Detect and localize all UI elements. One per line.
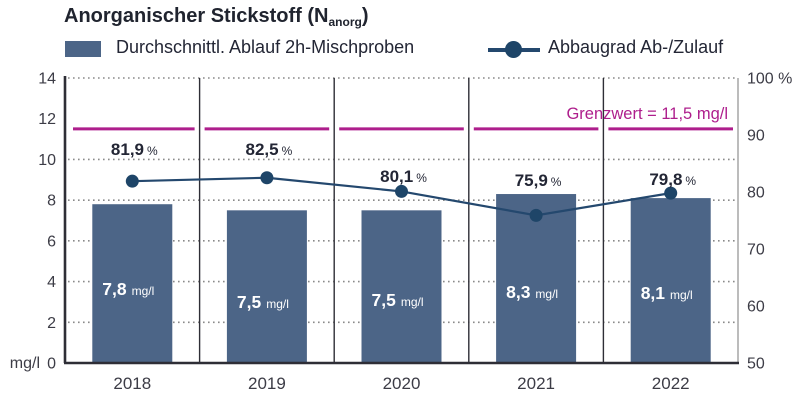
percent-label: 75,9% [515, 171, 562, 190]
limit-label: Grenzwert = 11,5 mg/l [566, 105, 728, 123]
bar-value-label: 7,5 mg/l [372, 290, 424, 310]
chart-title: Anorganischer Stickstoff (Nanorg) [64, 5, 369, 29]
title-main: Anorganischer Stickstoff (N [64, 5, 329, 27]
y-axis-left-tick: 14 [38, 71, 56, 88]
percent-label: 82,5% [246, 140, 293, 159]
y-axis-right-tick: 90 [747, 128, 765, 145]
y-axis-right-tick: 80 [747, 185, 765, 202]
bar-2022 [630, 198, 711, 363]
y-axis-right-tick: 50 [747, 356, 765, 373]
y-axis-right-tick: 70 [747, 242, 765, 259]
bar-2018 [92, 204, 173, 363]
y-axis-left-tick: 10 [38, 152, 56, 169]
bar-2020 [361, 210, 442, 363]
bar-legend-label: Durchschnittl. Ablauf 2h-Mischproben [116, 37, 415, 57]
line-legend-marker [488, 41, 540, 58]
line-legend-dot-icon [505, 41, 522, 58]
title-subscript: anorg [328, 15, 362, 29]
x-axis-year-label: 2018 [113, 374, 151, 393]
line-marker-2018 [125, 174, 139, 188]
line-marker-2019 [260, 171, 274, 185]
bar-value-label: 7,5 mg/l [237, 292, 289, 312]
bar-value-label: 8,3 mg/l [506, 282, 558, 302]
bar-value-label: 7,8 mg/l [102, 279, 154, 299]
line-legend-label: Abbaugrad Ab-/Zulauf [548, 37, 724, 57]
percent-label: 81,9% [111, 140, 158, 159]
x-axis-year-label: 2022 [652, 374, 690, 393]
y-axis-left-tick: 0 [47, 356, 56, 373]
title-close-paren: ) [361, 5, 369, 27]
x-axis-year-label: 2020 [383, 374, 421, 393]
line-marker-2020 [395, 184, 408, 198]
line-marker-2022 [664, 186, 678, 200]
y-axis-right-tick: 60 [747, 299, 765, 316]
y-axis-left-tick: 8 [47, 193, 56, 210]
percent-label: 80,1% [380, 167, 427, 186]
x-axis-year-label: 2021 [517, 374, 555, 393]
percent-label: 79,8% [649, 170, 696, 189]
y-axis-left-tick: 2 [47, 315, 56, 332]
bar-2021 [496, 194, 577, 363]
y-axis-left-tick: 12 [38, 111, 56, 128]
y-axis-right-tick: 100 % [747, 71, 792, 88]
y-axis-left-tick: 6 [47, 233, 56, 250]
y-axis-left-unit: mg/l [10, 355, 40, 372]
x-axis-year-label: 2019 [248, 374, 286, 393]
bar-value-label: 8,1 mg/l [641, 283, 693, 303]
bar-2019 [226, 210, 307, 363]
bar-legend-swatch [65, 41, 101, 57]
line-marker-2021 [529, 208, 543, 222]
y-axis-left-tick: 4 [47, 274, 56, 291]
